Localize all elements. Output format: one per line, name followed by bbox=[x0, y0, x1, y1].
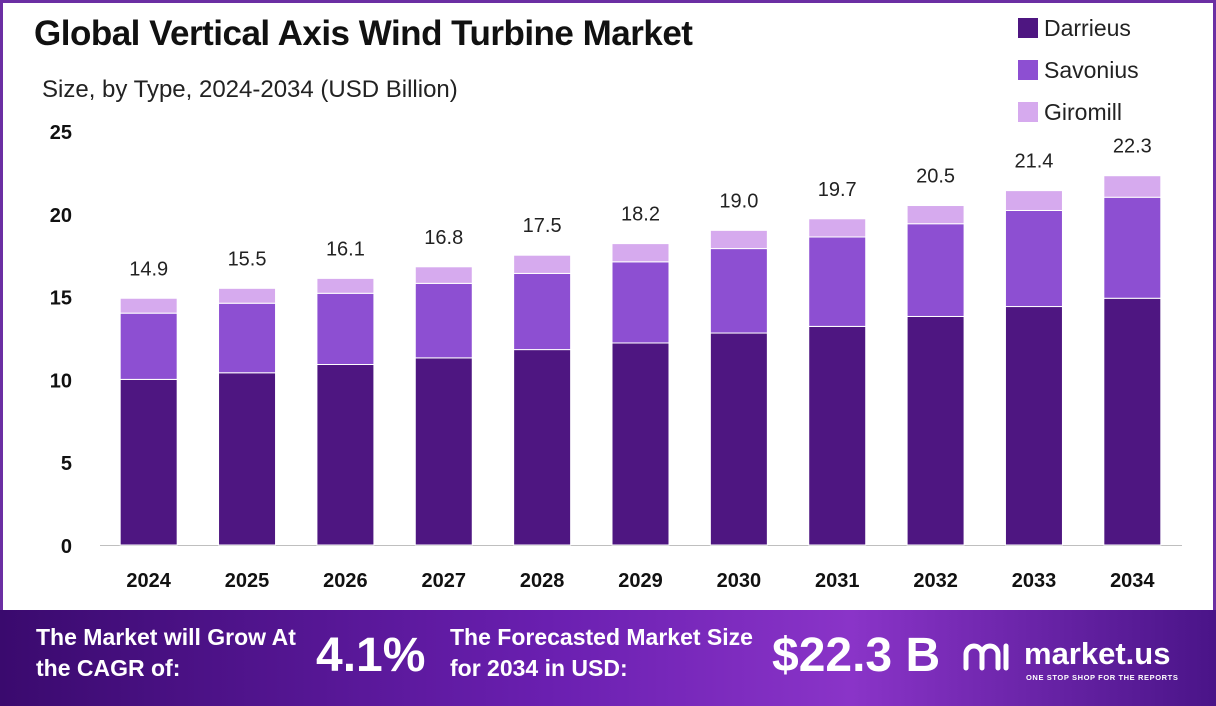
bar-segment-savonius bbox=[316, 292, 375, 365]
x-tick-label: 2026 bbox=[323, 570, 368, 592]
x-tick-label: 2034 bbox=[1110, 570, 1155, 592]
forecast-label: The Forecasted Market Size for 2034 in U… bbox=[450, 624, 753, 681]
x-tick-label: 2025 bbox=[225, 570, 270, 592]
bar-segment-giromill bbox=[611, 243, 670, 263]
x-tick-label: 2031 bbox=[815, 570, 860, 592]
bar-segment-savonius bbox=[513, 272, 572, 351]
y-tick-label: 10 bbox=[50, 370, 72, 392]
bar-segment-giromill bbox=[709, 229, 768, 250]
forecast-value: $22.3 B bbox=[772, 629, 941, 682]
bar-total-label: 19.0 bbox=[719, 190, 758, 212]
brand-name: market.us bbox=[1024, 636, 1171, 671]
legend-swatch-darrieus bbox=[1018, 18, 1038, 38]
bar-segment-darrieus bbox=[1004, 306, 1063, 546]
chart-subtitle: Size, by Type, 2024-2034 (USD Billion) bbox=[42, 76, 458, 103]
bar-total-label: 19.7 bbox=[818, 179, 857, 201]
legend-label-darrieus: Darrieus bbox=[1044, 15, 1131, 41]
legend-swatch-giromill bbox=[1018, 102, 1038, 122]
bar-segment-darrieus bbox=[808, 325, 867, 546]
bar-segment-darrieus bbox=[709, 332, 768, 546]
summary-footer: The Market will Grow At the CAGR of: 4.1… bbox=[0, 610, 1216, 706]
stacked-bar-chart: 051015202514.9202415.5202516.1202616.820… bbox=[50, 15, 1182, 592]
bar-segment-savonius bbox=[1004, 209, 1063, 308]
bar-segment-darrieus bbox=[1103, 297, 1162, 546]
x-tick-label: 2032 bbox=[913, 570, 958, 592]
bar-segment-darrieus bbox=[906, 315, 965, 546]
bar-total-label: 21.4 bbox=[1014, 151, 1053, 173]
bar-segment-giromill bbox=[808, 218, 867, 238]
bar-segment-giromill bbox=[1004, 190, 1063, 211]
bar-segment-giromill bbox=[906, 205, 965, 225]
bar-segment-savonius bbox=[119, 312, 178, 380]
x-tick-label: 2027 bbox=[422, 570, 467, 592]
bar-total-label: 17.5 bbox=[523, 215, 562, 237]
bar-segment-giromill bbox=[316, 277, 375, 294]
bar-total-label: 16.8 bbox=[424, 227, 463, 249]
bar-segment-savonius bbox=[218, 302, 277, 374]
x-tick-label: 2024 bbox=[126, 570, 171, 592]
y-tick-label: 15 bbox=[50, 288, 72, 310]
y-tick-label: 20 bbox=[50, 205, 72, 227]
bar-segment-darrieus bbox=[611, 342, 670, 546]
market-us-logo-icon bbox=[963, 643, 1009, 671]
bar-total-label: 16.1 bbox=[326, 238, 365, 260]
bar-segment-savonius bbox=[906, 223, 965, 317]
bar-segment-darrieus bbox=[414, 357, 473, 546]
bar-segment-giromill bbox=[513, 254, 572, 274]
bar-total-label: 14.9 bbox=[129, 258, 168, 280]
cagr-label: The Market will Grow At the CAGR of: bbox=[36, 624, 296, 681]
x-tick-label: 2030 bbox=[717, 570, 762, 592]
legend-label-savonius: Savonius bbox=[1044, 57, 1139, 83]
chart-title: Global Vertical Axis Wind Turbine Market bbox=[34, 14, 693, 53]
y-tick-label: 5 bbox=[61, 453, 72, 475]
bar-total-label: 18.2 bbox=[621, 204, 660, 226]
bar-segment-darrieus bbox=[218, 372, 277, 546]
bar-segment-savonius bbox=[808, 236, 867, 327]
bar-segment-giromill bbox=[218, 287, 277, 304]
bar-segment-giromill bbox=[1103, 175, 1162, 198]
y-tick-label: 0 bbox=[61, 536, 72, 558]
bar-segment-darrieus bbox=[513, 349, 572, 546]
bar-segment-savonius bbox=[1103, 196, 1162, 299]
bar-segment-giromill bbox=[414, 266, 473, 284]
bar-total-label: 20.5 bbox=[916, 166, 955, 188]
cagr-value: 4.1% bbox=[316, 629, 426, 682]
x-tick-label: 2028 bbox=[520, 570, 565, 592]
bar-segment-savonius bbox=[709, 248, 768, 334]
legend-label-giromill: Giromill bbox=[1044, 99, 1122, 125]
brand-tagline: ONE STOP SHOP FOR THE REPORTS bbox=[1026, 673, 1179, 682]
bar-segment-giromill bbox=[119, 297, 178, 314]
bar-total-label: 22.3 bbox=[1113, 136, 1152, 158]
y-tick-label: 25 bbox=[50, 122, 72, 144]
bar-total-label: 15.5 bbox=[228, 248, 267, 270]
bar-segment-savonius bbox=[414, 282, 473, 359]
bar-segment-darrieus bbox=[119, 378, 178, 546]
x-tick-label: 2029 bbox=[618, 570, 663, 592]
legend-swatch-savonius bbox=[1018, 60, 1038, 80]
bar-segment-savonius bbox=[611, 261, 670, 344]
bar-segment-darrieus bbox=[316, 363, 375, 546]
x-tick-label: 2033 bbox=[1012, 570, 1057, 592]
